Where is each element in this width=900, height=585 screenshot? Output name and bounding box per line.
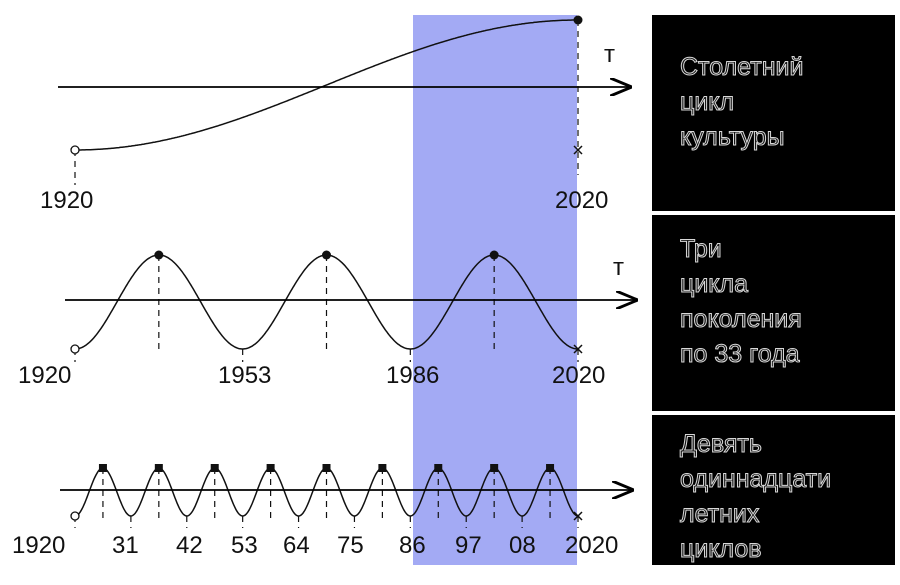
- peak-marker: [154, 250, 164, 260]
- year-label: 31: [112, 532, 139, 559]
- end-marker: [573, 511, 583, 521]
- caption-line: одиннадцати: [680, 465, 831, 493]
- peak-marker: [98, 464, 107, 472]
- caption-line: циклов: [680, 535, 762, 563]
- year-label: 08: [509, 532, 536, 559]
- caption-line: Столетний: [680, 53, 803, 81]
- year-label: 1986: [386, 362, 439, 389]
- end-marker: [573, 344, 583, 354]
- curves: [70, 15, 583, 528]
- caption-line: поколения: [680, 305, 802, 333]
- caption-line: цикл: [680, 88, 734, 116]
- peak-marker: [546, 464, 555, 472]
- peak-marker: [322, 250, 331, 260]
- year-label: 2020: [555, 187, 608, 214]
- peak-marker: [378, 464, 387, 472]
- caption-box: [652, 215, 895, 411]
- caption-line: культуры: [680, 123, 785, 151]
- caption-line: Девять: [680, 430, 762, 458]
- start-marker: [70, 145, 80, 155]
- peak-marker: [154, 464, 163, 472]
- year-label: 1920: [12, 532, 65, 559]
- peak-marker: [210, 464, 219, 472]
- peak-marker: [266, 464, 275, 472]
- start-marker: [70, 344, 80, 354]
- year-label: 2020: [565, 532, 618, 559]
- end-marker: [573, 145, 583, 155]
- year-label: 86: [399, 532, 426, 559]
- caption-box: [652, 15, 895, 211]
- peak-marker: [489, 250, 499, 260]
- year-label: 64: [283, 532, 310, 559]
- peak-marker: [573, 15, 583, 25]
- year-label: 42: [176, 532, 203, 559]
- year-label: 1920: [18, 362, 71, 389]
- peak-marker: [322, 464, 331, 472]
- start-marker: [70, 511, 80, 521]
- caption-line: цикла: [680, 270, 748, 298]
- caption-line: по 33 года: [680, 340, 800, 368]
- axis-label: т: [613, 254, 624, 281]
- caption-box: [652, 415, 895, 565]
- year-label: 1920: [40, 187, 93, 214]
- cycle-curve: [75, 19, 578, 151]
- year-label: 75: [337, 532, 364, 559]
- highlight-band: [413, 15, 577, 565]
- caption-line: Три: [680, 235, 722, 263]
- year-label: 2020: [552, 362, 605, 389]
- year-label: 53: [231, 532, 258, 559]
- peak-marker: [490, 464, 499, 472]
- peak-marker: [434, 464, 443, 472]
- year-label: 97: [455, 532, 482, 559]
- year-label: 1953: [218, 362, 271, 389]
- caption-line: летних: [680, 500, 760, 528]
- axis-label: т: [604, 41, 615, 68]
